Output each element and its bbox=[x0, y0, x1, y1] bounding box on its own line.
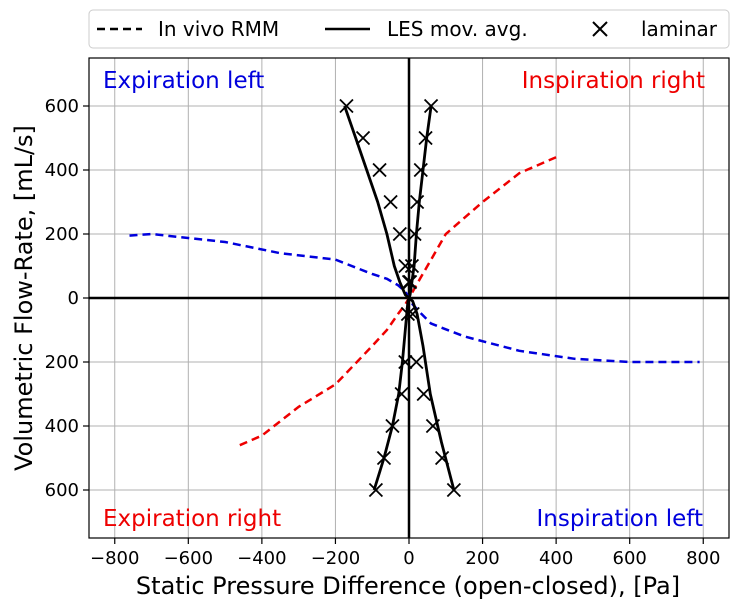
y-axis-label: Volumetric Flow-Rate, [mL/s] bbox=[10, 125, 38, 471]
y-tick-label: 400 bbox=[45, 160, 79, 181]
laminar-x-marker bbox=[402, 274, 418, 290]
series-layer bbox=[129, 98, 700, 498]
legend-x-marker-icon bbox=[592, 21, 608, 37]
series-line-solid bbox=[343, 105, 456, 491]
annotation-layer: Expiration left Inspiration right Expirati… bbox=[103, 68, 705, 532]
laminar-x-marker bbox=[405, 306, 420, 322]
x-tick-label: −600 bbox=[164, 548, 213, 569]
legend-layer: In vivo RMM LES mov. avg. laminar bbox=[88, 9, 730, 49]
x-tick-label: −400 bbox=[237, 548, 286, 569]
laminar-x-marker bbox=[404, 258, 420, 274]
annotation-top-right: Inspiration right bbox=[522, 68, 705, 94]
x-tick-label: 200 bbox=[465, 548, 499, 569]
y-tick-label: 200 bbox=[45, 352, 79, 373]
legend-label-les: LES mov. avg. bbox=[387, 17, 528, 41]
laminar-x-marker bbox=[372, 162, 387, 178]
x-tick-label: −200 bbox=[311, 548, 360, 569]
x-tick-label: 600 bbox=[613, 548, 647, 569]
legend-label-in-vivo: In vivo RMM bbox=[158, 17, 279, 41]
laminar-x-marker bbox=[400, 306, 416, 322]
legend-label-laminar: laminar bbox=[641, 17, 718, 41]
legend-box bbox=[88, 9, 730, 49]
y-tick-label: 200 bbox=[45, 224, 79, 245]
laminar-x-marker bbox=[446, 482, 462, 498]
laminar-x-marker bbox=[355, 130, 371, 146]
laminar-x-marker bbox=[394, 386, 409, 402]
laminar-x-marker bbox=[413, 162, 428, 178]
x-tick-label: −800 bbox=[90, 548, 139, 569]
laminar-x-marker bbox=[398, 354, 413, 370]
laminar-x-marker bbox=[383, 194, 398, 210]
laminar-x-marker bbox=[418, 130, 433, 146]
laminar-x-marker bbox=[339, 98, 354, 114]
laminar-x-marker bbox=[376, 450, 392, 466]
x-tick-label: 0 bbox=[403, 548, 414, 569]
annotation-bottom-right: Inspiration left bbox=[536, 506, 703, 532]
laminar-x-marker bbox=[434, 450, 450, 466]
laminar-x-marker bbox=[425, 418, 441, 434]
laminar-x-marker bbox=[398, 258, 413, 274]
laminar-x-marker bbox=[423, 98, 439, 114]
series-line-solid bbox=[372, 105, 433, 491]
y-tick-label: 0 bbox=[68, 288, 79, 309]
laminar-x-marker bbox=[368, 482, 384, 498]
laminar-x-marker bbox=[409, 354, 424, 370]
annotation-bottom-left: Expiration right bbox=[103, 506, 281, 532]
x-tick-label: 800 bbox=[686, 548, 720, 569]
laminar-x-marker bbox=[416, 386, 431, 402]
annotation-top-left: Expiration left bbox=[103, 68, 264, 94]
laminar-x-marker bbox=[407, 226, 422, 242]
x-axis-label: Static Pressure Difference (open-closed)… bbox=[136, 572, 680, 600]
y-tick-label: 600 bbox=[45, 96, 79, 117]
laminar-x-marker bbox=[392, 226, 407, 242]
series-line-dashed bbox=[239, 156, 557, 447]
y-tick-label: 600 bbox=[45, 480, 79, 501]
laminar-x-marker bbox=[385, 418, 400, 434]
laminar-x-marker bbox=[409, 194, 425, 210]
x-tick-label: 400 bbox=[539, 548, 573, 569]
ticks-layer: −800 −600 −400 −200 0 200 400 600 800 600 400 200 0 2… bbox=[45, 57, 730, 569]
y-tick-label: 400 bbox=[45, 416, 79, 437]
